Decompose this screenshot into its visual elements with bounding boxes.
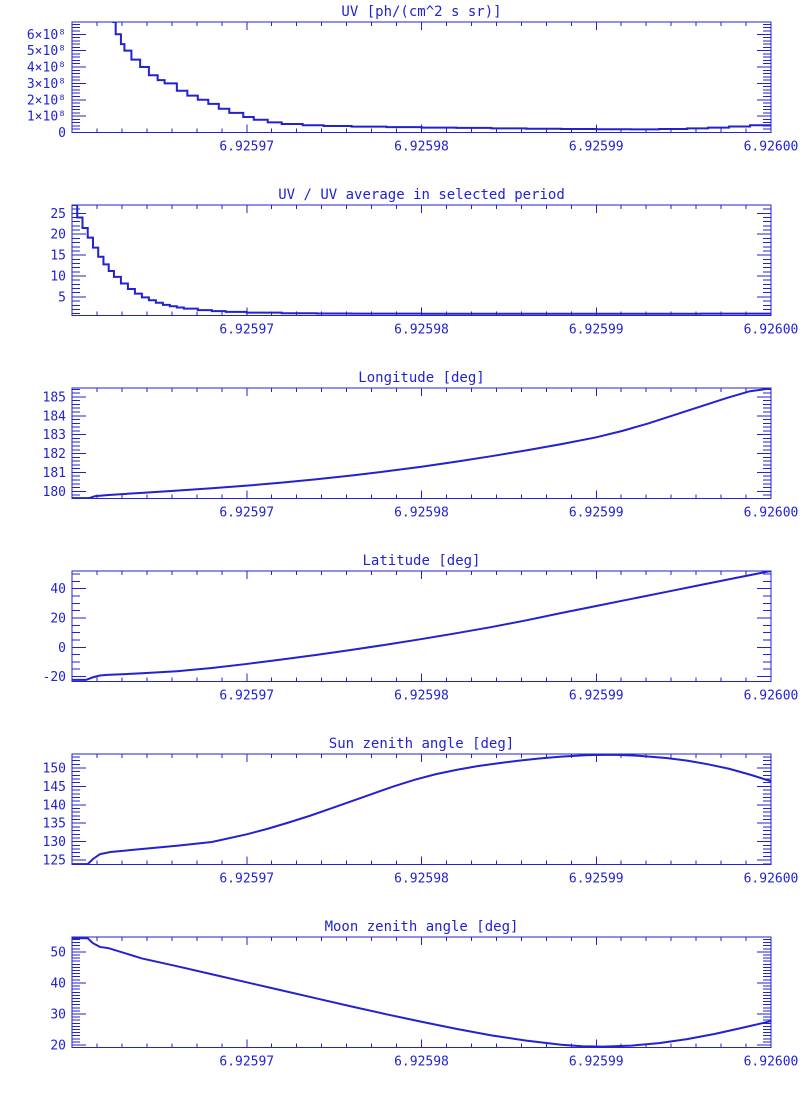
- axis-ticks: [72, 937, 772, 1048]
- x-tick-label: 6.92600: [744, 506, 799, 521]
- x-tick-label: 6.92600: [744, 323, 799, 338]
- axis-ticks: [72, 205, 772, 316]
- x-tick-label: 6.92597: [219, 689, 274, 704]
- y-tick-label: 140: [43, 798, 66, 813]
- x-tick-label: 6.92598: [394, 872, 449, 887]
- plot-frame: [71, 753, 772, 865]
- axis-ticks: [72, 571, 772, 682]
- x-tick-label: 6.92597: [219, 1055, 274, 1070]
- y-tick-label: -20: [43, 670, 66, 685]
- chart-svg-2: UV / UV average in selected period 6.9259…: [50, 187, 799, 338]
- y-tick-label: 25: [50, 207, 66, 222]
- y-tick-label: 130: [43, 835, 66, 850]
- axis-ticks: [72, 754, 772, 865]
- plot-title: Moon zenith angle [deg]: [325, 919, 519, 935]
- y-tick-label: 181: [43, 466, 66, 481]
- plot-title: UV [ph/(cm^2 s sr)]: [341, 4, 501, 20]
- x-tick-label: 6.92599: [569, 323, 624, 338]
- y-tick-label: 5: [58, 290, 66, 305]
- x-tick-label: 6.92599: [569, 689, 624, 704]
- y-tick-label: 135: [43, 817, 66, 832]
- y-tick-label: 20: [50, 1039, 66, 1054]
- x-tick-label: 6.92597: [219, 140, 274, 155]
- plot-frame: [71, 936, 772, 1048]
- plot-title: Longitude [deg]: [358, 370, 484, 386]
- chart-svg-6: Moon zenith angle [deg] 6.92597 6.92598 6.9…: [50, 919, 799, 1070]
- x-tick-label: 6.92598: [394, 1055, 449, 1070]
- y-tick-label: 6×10⁸: [27, 28, 66, 43]
- plot-line-uv-ratio: [72, 205, 771, 315]
- x-tick-label: 6.92597: [219, 506, 274, 521]
- plot-title: Sun zenith angle [deg]: [329, 736, 514, 752]
- chart-svg-4: Latitude [deg] 6.92597 6.92598 6.92599 6.926…: [43, 553, 799, 704]
- plot-line-sun-zenith: [72, 754, 771, 865]
- plot-line-latitude: [72, 571, 771, 681]
- y-tick-label: 10: [50, 270, 66, 285]
- axis-ticks: [72, 388, 772, 499]
- y-tick-label: 15: [50, 249, 66, 264]
- y-tick-label: 2×10⁸: [27, 93, 66, 108]
- plot-line-moon-zenith: [72, 937, 771, 1048]
- y-tick-label: 1×10⁸: [27, 110, 66, 125]
- x-tick-label: 6.92599: [569, 140, 624, 155]
- y-tick-label: 180: [43, 485, 66, 500]
- plot-title: UV / UV average in selected period: [278, 187, 565, 203]
- x-tick-label: 6.92600: [744, 872, 799, 887]
- y-tick-label: 184: [43, 409, 67, 424]
- x-tick-label: 6.92598: [394, 506, 449, 521]
- y-tick-label: 145: [43, 780, 66, 795]
- chart-panel-longitude: Longitude [deg] 6.92597 6.92598 6.92599 6.92…: [0, 366, 800, 549]
- chart-panel-sun-zenith: Sun zenith angle [deg] 6.92597 6.92598 6.92…: [0, 732, 800, 915]
- chart-panel-uv: UV [ph/(cm^2 s sr)] 6.92597 6.92598 6.92599…: [0, 0, 800, 183]
- plot-frame: [71, 204, 772, 316]
- y-tick-label: 0: [58, 641, 66, 656]
- chart-svg-5: Sun zenith angle [deg] 6.92597 6.92598 6.92…: [43, 736, 799, 887]
- y-tick-label: 30: [50, 1007, 66, 1022]
- x-tick-label: 6.92599: [569, 506, 624, 521]
- chart-svg-3: Longitude [deg] 6.92597 6.92598 6.92599 6.92…: [43, 370, 799, 521]
- x-tick-label: 6.92600: [744, 689, 799, 704]
- y-tick-label: 125: [43, 854, 66, 869]
- y-tick-label: 20: [50, 611, 66, 626]
- y-tick-label: 185: [43, 390, 66, 405]
- y-tick-label: 50: [50, 945, 66, 960]
- chart-panel-latitude: Latitude [deg] 6.92597 6.92598 6.92599 6.926…: [0, 549, 800, 732]
- y-tick-label: 183: [43, 428, 66, 443]
- y-tick-label: 150: [43, 761, 66, 776]
- plot-line-longitude: [72, 388, 771, 499]
- y-tick-label: 40: [50, 582, 66, 597]
- axis-ticks: [72, 22, 772, 133]
- y-tick-label: 0: [58, 126, 66, 141]
- y-tick-label: 4×10⁸: [27, 61, 66, 76]
- plot-frame: [71, 21, 772, 133]
- y-tick-label: 40: [50, 976, 66, 991]
- chart-panel-moon-zenith: Moon zenith angle [deg] 6.92597 6.92598 6.9…: [0, 915, 800, 1098]
- chart-panel-uv-ratio: UV / UV average in selected period 6.9259…: [0, 183, 800, 366]
- plot-frame: [71, 570, 772, 682]
- x-tick-label: 6.92598: [394, 323, 449, 338]
- y-tick-label: 20: [50, 228, 66, 243]
- plot-line-uv: [112, 22, 771, 131]
- plot-title: Latitude [deg]: [362, 553, 480, 569]
- x-tick-label: 6.92600: [744, 1055, 799, 1070]
- x-tick-label: 6.92598: [394, 140, 449, 155]
- x-tick-label: 6.92598: [394, 689, 449, 704]
- x-tick-label: 6.92600: [744, 140, 799, 155]
- chart-svg-1: UV [ph/(cm^2 s sr)] 6.92597 6.92598 6.92599…: [27, 4, 799, 155]
- plot-frame: [71, 387, 772, 499]
- x-tick-label: 6.92599: [569, 872, 624, 887]
- y-tick-label: 5×10⁸: [27, 44, 66, 59]
- x-tick-label: 6.92597: [219, 323, 274, 338]
- x-tick-label: 6.92599: [569, 1055, 624, 1070]
- y-tick-label: 3×10⁸: [27, 77, 66, 92]
- y-tick-label: 182: [43, 447, 66, 462]
- x-tick-label: 6.92597: [219, 872, 274, 887]
